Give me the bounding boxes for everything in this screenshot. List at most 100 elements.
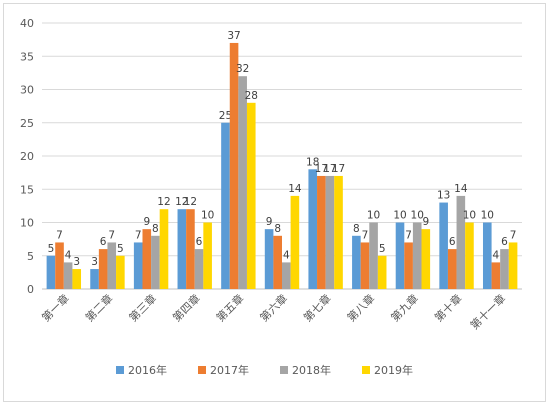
x-tick-label: 第六章 — [257, 291, 290, 324]
data-label: 12 — [184, 196, 197, 208]
data-label: 10 — [481, 210, 494, 222]
x-tick-label: 第十一章 — [467, 291, 508, 332]
legend-swatch — [116, 366, 124, 374]
data-label: 4 — [65, 249, 72, 261]
data-label: 6 — [100, 236, 107, 248]
bar — [264, 229, 274, 289]
bar — [151, 235, 160, 289]
y-tick-label: 25 — [20, 117, 34, 130]
bar — [369, 222, 378, 289]
legend-label: 2016年 — [128, 363, 167, 377]
data-label: 32 — [236, 63, 249, 75]
data-label: 6 — [449, 236, 456, 248]
data-label: 17 — [332, 163, 345, 175]
legend-label: 2017年 — [210, 363, 249, 377]
bar — [55, 242, 64, 289]
data-label: 8 — [274, 223, 281, 235]
bar — [194, 249, 204, 289]
data-label: 7 — [510, 229, 517, 241]
data-label: 37 — [227, 30, 240, 42]
data-label: 14 — [454, 183, 468, 195]
data-label: 7 — [362, 229, 369, 241]
bar — [90, 269, 99, 289]
bar — [133, 242, 143, 289]
bar — [238, 76, 247, 289]
bar — [159, 209, 169, 289]
bar — [325, 175, 335, 289]
data-label: 10 — [463, 210, 476, 222]
data-label: 7 — [135, 229, 142, 241]
y-tick-label: 15 — [20, 183, 34, 196]
y-tick-label: 5 — [27, 250, 34, 263]
data-label: 3 — [91, 256, 98, 268]
bar — [334, 175, 343, 289]
legend-swatch — [362, 366, 370, 374]
x-tick-label: 第五章 — [213, 291, 246, 324]
bar — [116, 255, 125, 289]
chart-frame: 0 5 10 15 20 25 30 35 40 5 7 4 3 第一章 3 6 7 5 第二章 7 9 8 12 第三章 12… — [3, 3, 546, 402]
x-tick-label: 第十章 — [431, 291, 464, 324]
data-label: 14 — [288, 183, 302, 195]
data-label: 10 — [201, 210, 214, 222]
bar — [491, 262, 501, 289]
bar — [404, 242, 413, 289]
bar — [308, 169, 318, 289]
data-label: 6 — [196, 236, 203, 248]
bar — [98, 249, 108, 289]
y-tick-label: 10 — [20, 217, 34, 230]
y-tick-label: 20 — [20, 150, 34, 163]
data-label: 8 — [353, 223, 360, 235]
data-label: 12 — [157, 196, 170, 208]
data-label: 9 — [143, 216, 150, 228]
data-label: 28 — [245, 90, 258, 102]
bar — [246, 102, 256, 289]
data-label: 4 — [283, 249, 290, 261]
data-label: 17 — [323, 163, 336, 175]
x-tick-label: 第九章 — [388, 291, 421, 324]
data-label: 5 — [117, 243, 124, 255]
data-label: 13 — [437, 190, 450, 202]
data-label: 9 — [422, 216, 429, 228]
data-label: 4 — [493, 249, 500, 261]
bar — [290, 195, 300, 289]
bar — [447, 249, 457, 289]
data-label: 5 — [48, 243, 55, 255]
bar — [439, 202, 448, 289]
bar — [63, 262, 73, 289]
data-label: 7 — [405, 229, 412, 241]
bar — [142, 229, 152, 289]
bar — [352, 235, 361, 289]
x-tick-label: 第四章 — [170, 291, 203, 324]
data-label: 8 — [152, 223, 159, 235]
bar — [221, 122, 230, 289]
y-tick-label: 40 — [20, 17, 34, 30]
bar — [360, 242, 370, 289]
bar — [317, 175, 326, 289]
data-label: 9 — [266, 216, 273, 228]
bar — [500, 249, 509, 289]
bar — [72, 269, 82, 289]
data-label: 17 — [315, 163, 328, 175]
bar — [395, 222, 405, 289]
bar — [177, 209, 187, 289]
data-label: 7 — [108, 229, 115, 241]
x-tick-label: 第二章 — [82, 291, 115, 324]
bar — [465, 222, 474, 289]
data-label: 18 — [306, 156, 319, 168]
x-tick-label: 第三章 — [126, 291, 159, 324]
y-tick-label: 30 — [20, 84, 34, 97]
y-tick-label: 0 — [27, 283, 34, 296]
bar — [482, 222, 492, 289]
data-label: 10 — [411, 210, 424, 222]
bar — [508, 242, 518, 289]
legend-label: 2018年 — [292, 363, 331, 377]
data-label: 6 — [501, 236, 508, 248]
data-label: 5 — [379, 243, 386, 255]
bar — [229, 42, 239, 290]
bar-chart: 05101520253035405743第一章3675第二章79812第三章12… — [20, 17, 522, 377]
data-label: 10 — [367, 210, 380, 222]
bar — [273, 235, 282, 289]
x-tick-label: 第一章 — [39, 291, 72, 324]
legend-swatch — [280, 366, 288, 374]
x-tick-label: 第七章 — [301, 291, 334, 324]
